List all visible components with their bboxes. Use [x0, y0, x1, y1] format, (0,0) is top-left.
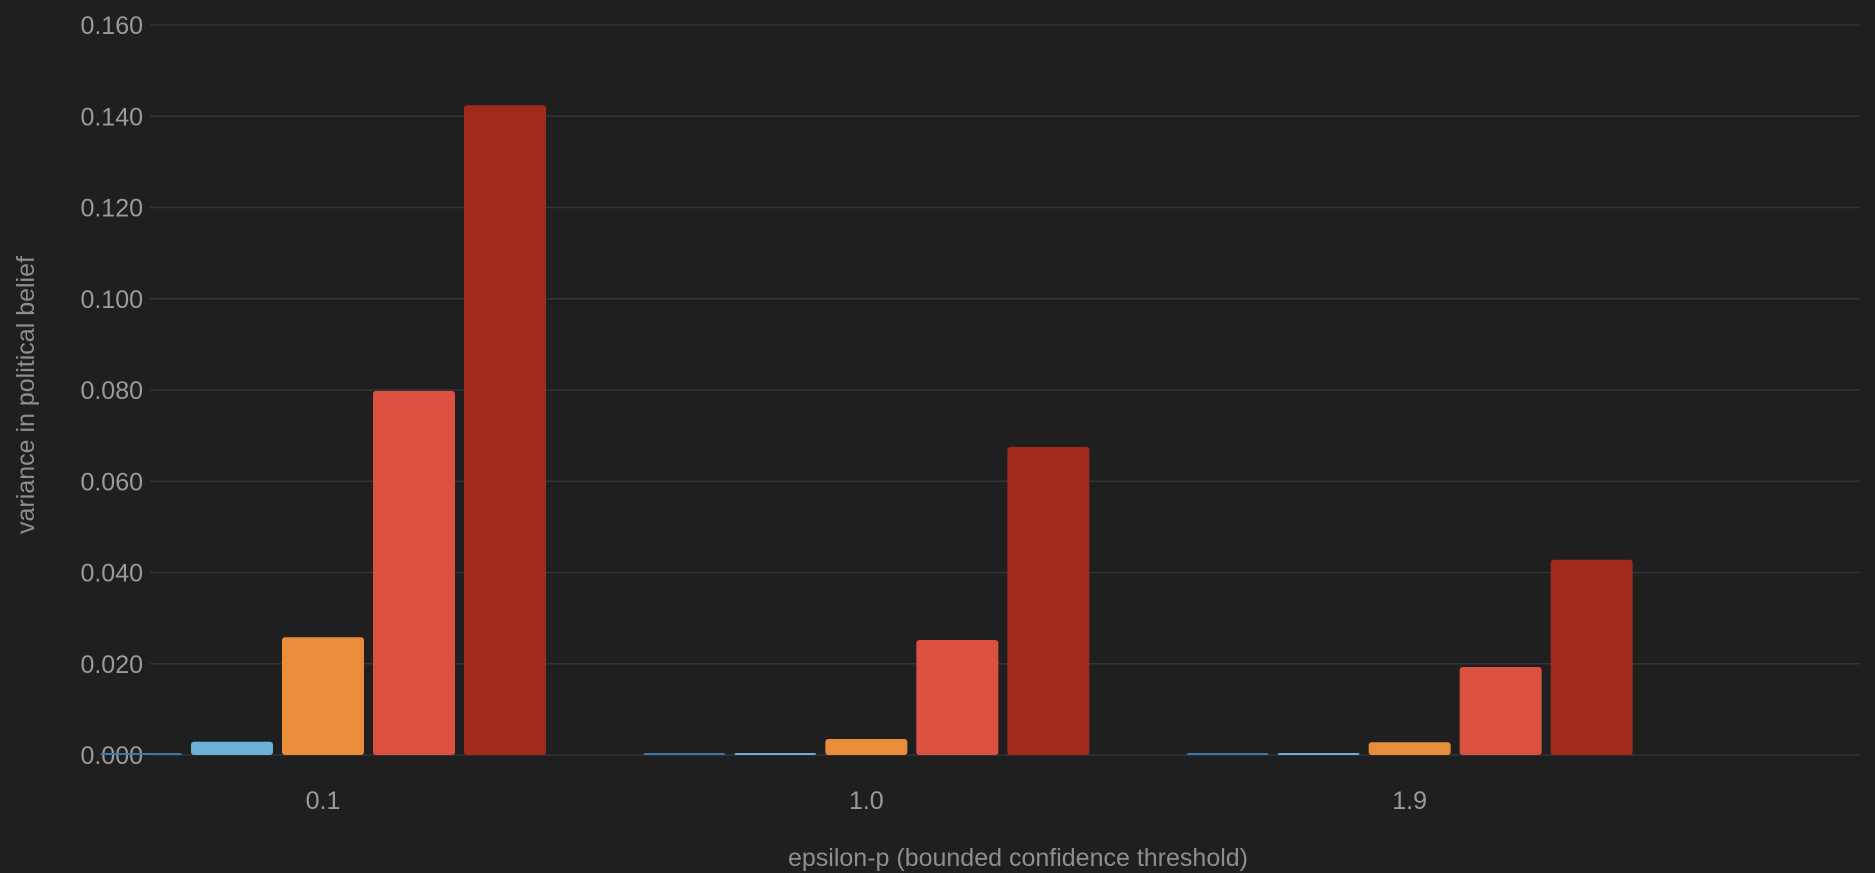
y-tick-label: 0.120	[80, 195, 143, 223]
bars	[100, 105, 1633, 756]
bar-1.0-series-5	[1007, 447, 1090, 755]
y-tick-label: 0.100	[80, 286, 143, 314]
y-tick-label: 0.140	[80, 103, 143, 131]
bar-0.1-series-3	[282, 637, 364, 755]
x-tick-label: 1.0	[849, 787, 884, 815]
bar-0.1-series-5	[464, 105, 546, 756]
bar-0.1-series-2	[191, 741, 273, 755]
x-tick-label: 1.9	[1392, 787, 1427, 815]
y-tick-label: 0.060	[80, 468, 143, 496]
bar-1.0-series-3	[825, 739, 908, 755]
y-tick-label: 0.040	[80, 560, 143, 588]
bar-1.0-series-2	[734, 753, 817, 755]
x-axis-label: epsilon-p (bounded confidence threshold)	[788, 844, 1248, 872]
y-tick-label: 0.000	[80, 742, 143, 770]
bar-1.9-series-5	[1550, 559, 1633, 755]
bar-0.1-series-4	[373, 390, 455, 755]
bar-1.9-series-1	[1186, 753, 1269, 755]
bar-1.9-series-4	[1459, 666, 1542, 755]
bar-1.0-series-1	[643, 753, 726, 755]
bar-0.1-series-1	[100, 753, 182, 755]
y-axis-ticks: 0.000 0.020 0.040 0.060 0.080 0.100 0.120 0.140…	[80, 12, 143, 770]
y-axis-label: variance in political belief	[12, 256, 40, 534]
y-tick-label: 0.160	[80, 12, 143, 40]
x-axis-ticks: 0.1 1.0 1.9	[306, 787, 1427, 815]
bar-1.9-series-2	[1277, 753, 1360, 755]
bar-1.0-series-4	[916, 640, 999, 755]
y-tick-label: 0.080	[80, 377, 143, 405]
y-tick-label: 0.020	[80, 651, 143, 679]
x-tick-label: 0.1	[306, 787, 341, 815]
bar-1.9-series-3	[1368, 742, 1451, 755]
